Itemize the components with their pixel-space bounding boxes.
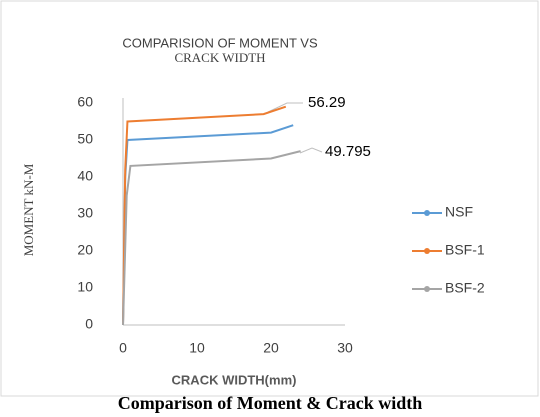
annotation-leader <box>299 147 323 154</box>
legend-marker <box>424 286 430 292</box>
series-line <box>122 124 294 326</box>
chart-title: CRACK WIDTH <box>174 50 265 65</box>
chart-border <box>0 0 539 397</box>
legend-label: BSF-1 <box>445 242 485 258</box>
y-tick-label: 50 <box>77 131 93 147</box>
series-line <box>122 150 301 326</box>
legend-marker <box>424 248 430 254</box>
annotation: 56.29 <box>308 94 346 111</box>
y-tick-label: 0 <box>85 316 93 332</box>
y-tick-label: 20 <box>77 242 93 258</box>
y-tick-label: 10 <box>77 279 93 295</box>
x-tick-label: 0 <box>119 340 127 356</box>
annotation: 49.795 <box>325 143 371 160</box>
caption: Comparison of Moment & Crack width <box>118 393 422 413</box>
legend-marker <box>424 210 430 216</box>
annotation-leader <box>267 102 303 113</box>
y-tick-label: 40 <box>77 168 93 184</box>
legend-label: NSF <box>445 204 473 220</box>
x-tick-label: 20 <box>263 340 279 356</box>
y-axis-label: MOMENT kN-M <box>21 163 36 256</box>
x-tick-label: 30 <box>337 340 353 356</box>
y-tick-label: 30 <box>77 205 93 221</box>
series-line <box>122 105 287 326</box>
chart-title: COMPARISION OF MOMENT VS <box>122 35 318 50</box>
legend-label: BSF-2 <box>445 280 485 296</box>
y-tick-label: 60 <box>77 94 93 110</box>
x-tick-label: 10 <box>189 340 205 356</box>
x-axis-label: CRACK WIDTH(mm) <box>172 372 297 387</box>
